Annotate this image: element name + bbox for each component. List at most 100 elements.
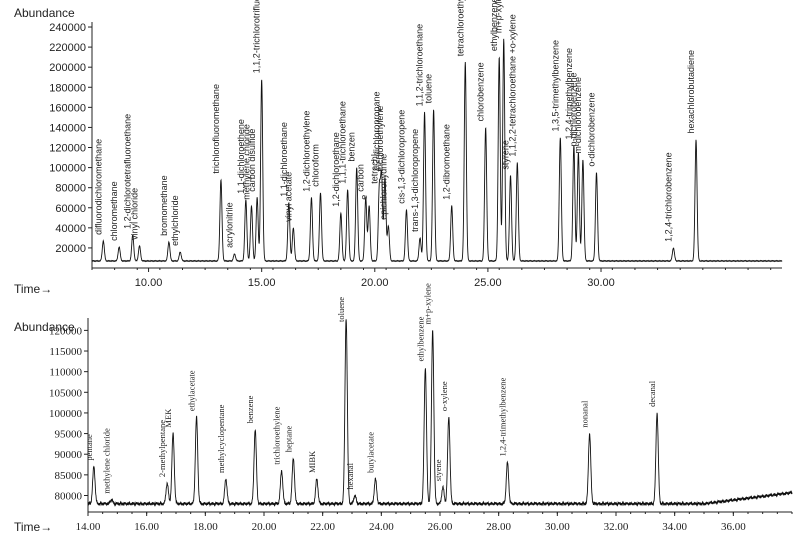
top-peak-label: styrene [501, 140, 511, 170]
bottom-peak-label: 2-methylpentane [157, 420, 167, 477]
top-peak-label-group: difluorodichloromethane [93, 139, 103, 235]
top-peak-label-group: styrene [501, 140, 511, 170]
bottom-peak-label: 1,2,4-trimethylbenzene [498, 377, 508, 456]
top-peak-label-group: epichlorohydrine [378, 154, 388, 220]
bottom-y-tick-label: 115000 [49, 346, 82, 358]
top-ylabel: Abundance [14, 6, 75, 20]
top-y-tick-label: 140000 [49, 122, 86, 134]
top-peak-label: 1,1,2-trichloroethane [415, 24, 425, 107]
bottom-peak-label: pentane [84, 434, 94, 461]
bottom-x-ticks: 14.00 16.00 18.00 20.00 22.00 24.00 26.00 28.00… [76, 512, 793, 533]
top-y-tick-label: 120000 [49, 143, 86, 155]
bottom-xlabel: Time→ [14, 520, 52, 534]
bottom-peak-label-group: heptane [283, 426, 293, 453]
top-y-tick-label: 220000 [49, 42, 86, 54]
top-y-tick-label: 20000 [55, 243, 86, 255]
bottom-y-tick-label: 90000 [55, 449, 83, 461]
top-x-tick-label: 15.00 [248, 277, 276, 289]
bottom-peak-label: benzene [245, 395, 255, 423]
top-peak-label-group: toluene [424, 74, 434, 104]
bottom-peak-label-group: hexanal [345, 462, 355, 489]
top-y-tick-label: 40000 [55, 223, 86, 235]
bottom-peak-label-group: styene [433, 459, 443, 481]
bottom-y-tick-label: 110000 [49, 367, 82, 379]
top-peak-label-group: tetrachl [369, 154, 379, 184]
top-y-tick-label: 240000 [49, 22, 86, 34]
top-peak-label: o-dichlorobenzene [587, 93, 597, 167]
top-peak-label: trans-1,3-dichloropropene [410, 129, 420, 232]
bottom-peak-label: trichloroethylene [272, 406, 282, 464]
bottom-peak-label-group: benzene [245, 395, 255, 423]
top-x-tick-label: 25.00 [474, 277, 502, 289]
top-peak-label: methylene chloride [242, 124, 252, 200]
top-peak-label: p-dichlorobenzene [568, 72, 578, 146]
bottom-peak-label: butylacetate [366, 432, 376, 473]
bottom-x-tick-label: 16.00 [134, 521, 159, 533]
bottom-x-tick-label: 22.00 [310, 521, 335, 533]
bottom-peak-label: ethylbenzene [415, 316, 425, 361]
top-peak-label: 1,1,2-trichlorotrifluoroethane [252, 0, 262, 73]
bottom-peak-label: o-xylene [439, 381, 449, 411]
top-peak-label: chloroform [311, 144, 321, 187]
top-peak-label: acrylonitrile [225, 202, 235, 248]
bottom-peak-label: m+p-xylene [423, 283, 433, 324]
top-peak-label-group: acrylonitrile [225, 202, 235, 248]
top-peak-label: toluene [424, 74, 434, 104]
bottom-x-tick-label: 24.00 [369, 521, 394, 533]
top-peak-label: trichlorofluoromethane [211, 84, 221, 174]
top-x-tick-label: 10.00 [135, 277, 163, 289]
top-peak-label-group: 1,1,2,2-tetrachloroethane +o-xylene [507, 14, 517, 156]
bottom-peak-label-group: trichloroethylene [272, 406, 282, 464]
top-peak-label: 1,2,4-trimethylbenzene [564, 48, 574, 140]
bottom-peak-label-group: 1,2,4-trimethylbenzene [498, 377, 508, 456]
top-peak-label-group: carbon disulfide [247, 129, 257, 192]
top-peak-label: epichlorohydrine [378, 154, 388, 220]
bottom-peak-label-group: MEK [163, 408, 173, 428]
bottom-y-tick-label: 85000 [55, 470, 83, 482]
chromatogram-bottom-panel: Abundance 80000 85000 90000 95000 100000 1050… [14, 283, 793, 534]
bottom-peak-label: hexanal [345, 462, 355, 489]
bottom-peak-label: MIBK [307, 450, 317, 473]
top-peak-label: vinyl acetate [283, 172, 293, 222]
bottom-peak-label-group: methylcyclopentane [216, 404, 226, 473]
top-y-tick-label: 180000 [49, 82, 86, 94]
top-peak-label: difluorodichloromethane [93, 139, 103, 235]
top-peak-label-group: 1,1-dichloroethane [279, 122, 289, 197]
bottom-peak-label-group: methylene chloride [102, 428, 112, 494]
top-peak-label: 1,1-dichloroethane [279, 122, 289, 197]
bottom-x-tick-label: 18.00 [193, 521, 218, 533]
bottom-peak-label-group: m+p-xylene [423, 283, 433, 324]
top-peak-label: hexachlorobutadiene [686, 50, 696, 134]
top-peak-label: 1,2-dibromoethane [442, 124, 452, 200]
top-peak-label: carbon [356, 164, 366, 192]
bottom-peak-label: methylene chloride [102, 428, 112, 494]
top-peak-label: 1,1,2,2-tetrachloroethane +o-xylene [507, 14, 517, 156]
top-peak-label: 1,1,1-trichloroethane [338, 101, 348, 184]
bottom-x-tick-label: 32.00 [604, 521, 629, 533]
bottom-x-tick-label: 34.00 [662, 521, 687, 533]
top-peak-label-group: p-dichlorobenzene [568, 72, 578, 146]
top-y-tick-label: 200000 [49, 62, 86, 74]
top-peak-label: carbon disulfide [247, 129, 257, 192]
top-y-tick-label: 160000 [49, 102, 86, 114]
bottom-y-tick-label: 100000 [49, 408, 83, 420]
bottom-chromatogram-trace [87, 319, 793, 508]
top-y-ticks: 20000 40000 60000 80000 100000 120000 140000 16… [49, 22, 92, 255]
bottom-x-tick-label: 26.00 [428, 521, 453, 533]
bottom-x-tick-label: 20.00 [252, 521, 277, 533]
bottom-peak-labels: pentane methylene chloride 2-methylpentane… [84, 283, 657, 494]
bottom-peak-label-group: o-xylene [439, 381, 449, 411]
top-peak-label-group: 1,1,2-trichloroethane [415, 24, 425, 107]
bottom-y-tick-label: 95000 [55, 429, 83, 441]
bottom-x-tick-label: 28.00 [486, 521, 511, 533]
bottom-x-tick-label: 36.00 [721, 521, 746, 533]
top-peak-label-group: 1,2-dichlorotetrafluoroethane [123, 114, 133, 229]
top-peak-label: chloromethane [109, 181, 119, 241]
top-peak-label-group: m+p-xylene [494, 0, 504, 33]
top-peak-label-group: trans-1,3-dichloropropene [410, 129, 420, 232]
top-peak-label-group: trichlorofluoromethane [211, 84, 221, 174]
top-peak-label-group: vinyl chloride [130, 188, 140, 240]
top-peak-label: 1,2-dichlorotetrafluoroethane [123, 114, 133, 229]
bottom-y-tick-label: 105000 [49, 387, 83, 399]
